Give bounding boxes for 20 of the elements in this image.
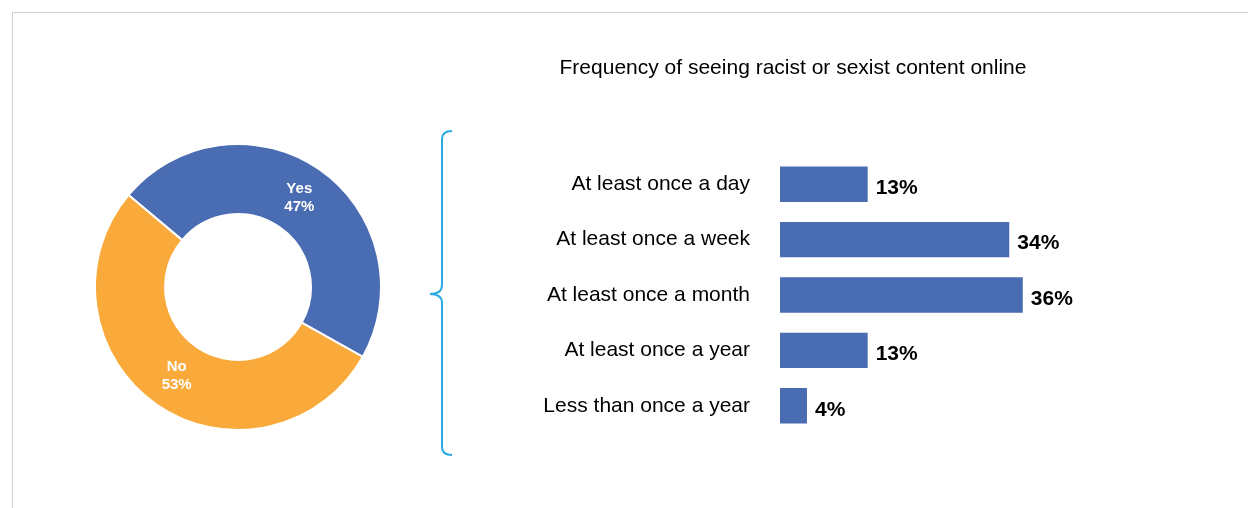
data-label: 47% — [284, 197, 315, 215]
y-tick-label: At least once a day — [571, 171, 751, 195]
y-tick-label: At least once a year — [564, 337, 750, 361]
data-label: 4% — [814, 396, 846, 420]
y-tick-label: Less than once a year — [543, 392, 750, 416]
slice-label: Yes — [286, 179, 313, 197]
data-label: 34% — [1017, 230, 1060, 254]
bar — [780, 277, 1023, 313]
chart-title: Frequency of seeing racist or sexist content online — [558, 55, 1028, 79]
data-label: 13% — [875, 341, 919, 365]
bar — [780, 166, 868, 202]
y-tick-label: At least once a week — [556, 226, 751, 250]
y-tick-label: At least once a month — [546, 281, 750, 305]
data-label: 53% — [161, 375, 192, 393]
slice-label: No — [166, 357, 187, 375]
data-label: 36% — [1030, 285, 1074, 309]
bar — [780, 221, 1010, 258]
bar — [780, 388, 807, 424]
data-label: 13% — [875, 175, 919, 199]
bar — [780, 332, 868, 369]
